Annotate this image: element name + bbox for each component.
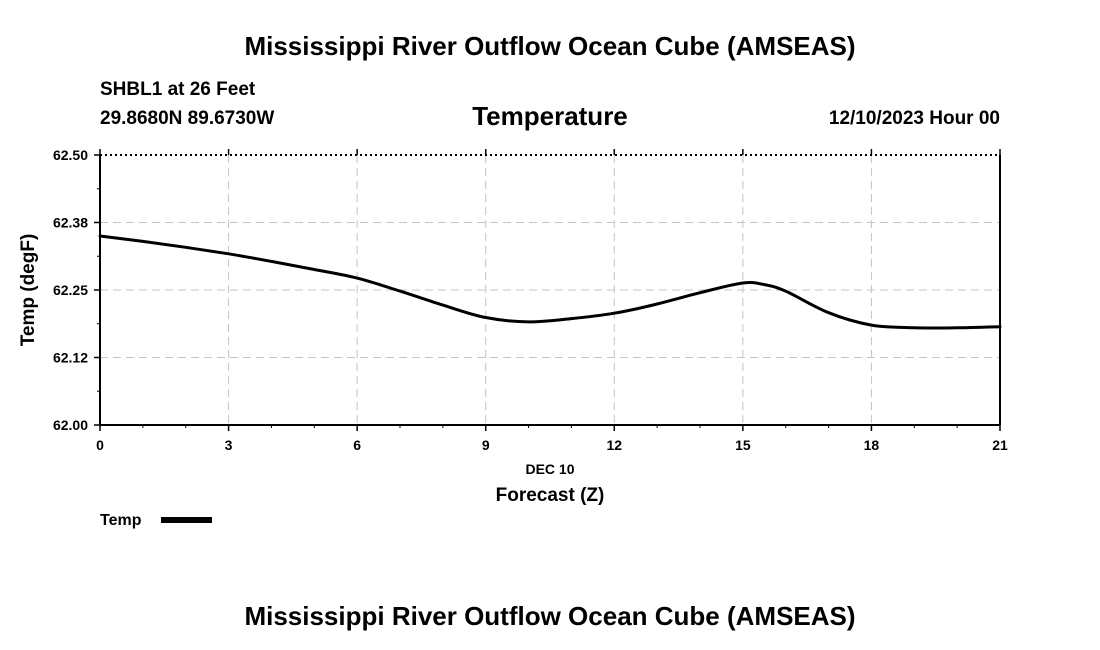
variable-title: Temperature <box>472 101 628 131</box>
legend-label-temp: Temp <box>100 512 142 529</box>
y-tick-label: 62.50 <box>53 147 88 163</box>
x-tick-label: 3 <box>225 437 233 453</box>
footer-title: Mississippi River Outflow Ocean Cube (AM… <box>244 601 855 631</box>
chart-title-main: Mississippi River Outflow Ocean Cube (AM… <box>244 31 855 61</box>
x-tick-label: 6 <box>353 437 361 453</box>
x-tick-label: 18 <box>864 437 880 453</box>
x-date-label: DEC 10 <box>525 461 574 477</box>
x-axis-title: Forecast (Z) <box>496 485 605 506</box>
grid <box>100 155 1000 425</box>
datetime-label: 12/10/2023 Hour 00 <box>829 108 1000 129</box>
legend: Temp <box>100 512 212 529</box>
station-label: SHBL1 at 26 Feet <box>100 79 256 100</box>
x-tick-label: 12 <box>606 437 622 453</box>
y-tick-label: 62.00 <box>53 417 88 433</box>
axis-ticks: 0 3 6 9 12 15 18 21 62.00 62.12 62.25 62.38 62.50 <box>53 147 1008 453</box>
x-tick-label: 15 <box>735 437 751 453</box>
y-tick-label: 62.38 <box>53 215 88 231</box>
x-tick-label: 9 <box>482 437 490 453</box>
x-tick-label: 0 <box>96 437 104 453</box>
x-tick-label: 21 <box>992 437 1008 453</box>
series-line-temp <box>98 234 1002 330</box>
y-tick-label: 62.25 <box>53 282 88 298</box>
location-label: 29.8680N 89.6730W <box>100 108 274 129</box>
y-axis-title: Temp (degF) <box>18 234 39 347</box>
series-layer <box>98 234 1002 330</box>
plot-frame <box>99 154 1001 426</box>
y-tick-label: 62.12 <box>53 350 88 366</box>
